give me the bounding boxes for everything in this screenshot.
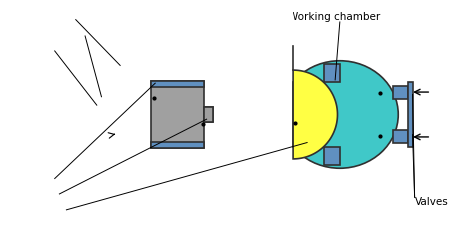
- Text: Valves: Valves: [415, 197, 448, 207]
- Text: Cam shaft: Cam shaft: [6, 46, 59, 56]
- Bar: [204, 107, 213, 122]
- Bar: [408, 82, 413, 147]
- Text: Corpus: Corpus: [6, 174, 43, 183]
- Bar: [324, 147, 340, 164]
- Text: Piston: Piston: [6, 189, 37, 199]
- Text: Working chamber: Working chamber: [288, 12, 381, 22]
- Circle shape: [59, 63, 162, 166]
- Text: Crank mechanism: Crank mechanism: [6, 31, 100, 41]
- Circle shape: [128, 106, 145, 123]
- Polygon shape: [139, 81, 151, 156]
- Bar: [151, 81, 204, 148]
- Bar: [151, 81, 204, 87]
- Circle shape: [94, 98, 127, 131]
- Bar: [393, 130, 408, 144]
- Bar: [151, 142, 204, 148]
- Bar: [151, 142, 204, 148]
- Bar: [151, 81, 204, 87]
- Text: Drive fluid: Drive fluid: [6, 15, 60, 25]
- Bar: [393, 85, 408, 99]
- Bar: [204, 107, 213, 122]
- Polygon shape: [139, 73, 151, 148]
- Ellipse shape: [282, 61, 398, 168]
- Circle shape: [86, 90, 135, 139]
- Polygon shape: [293, 70, 337, 159]
- Circle shape: [69, 72, 153, 157]
- Text: Diaphragm: Diaphragm: [6, 205, 64, 215]
- Bar: [151, 81, 204, 148]
- Bar: [324, 65, 340, 82]
- Bar: [3, 0, 293, 228]
